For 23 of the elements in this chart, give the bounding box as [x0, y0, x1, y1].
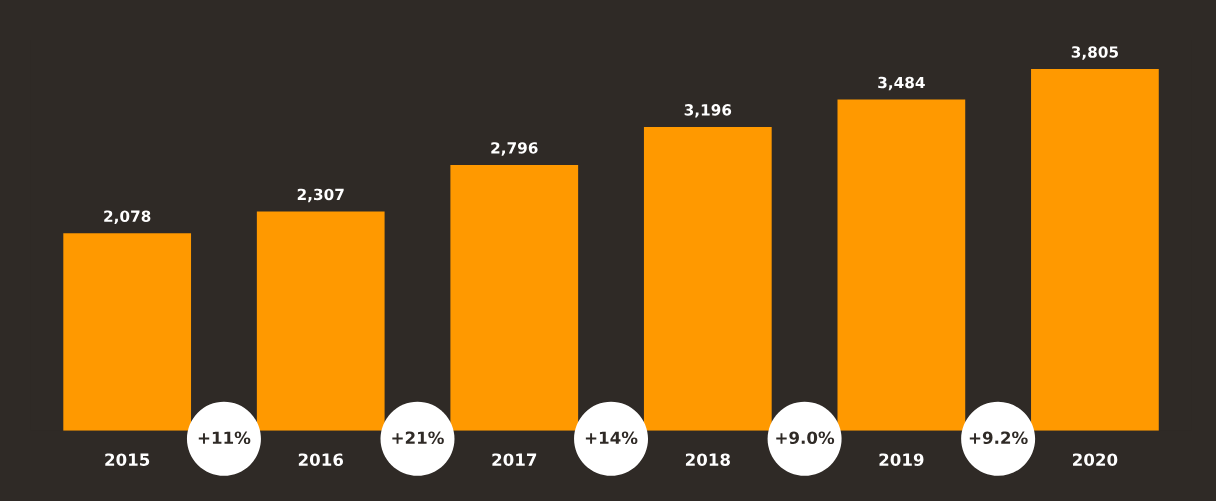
- text: +9.0%: [776, 431, 835, 445]
- data-label: 2,078: [104, 210, 151, 224]
- bar: [643, 126, 772, 431]
- data-label: 3,805: [1071, 46, 1118, 60]
- text: +21%: [392, 431, 444, 445]
- data-label: 3,484: [878, 76, 925, 91]
- bar: [63, 233, 192, 431]
- x-tick-label: 2015: [105, 453, 150, 466]
- data-label: 2,307: [297, 188, 344, 203]
- x-tick-label: 2020: [1073, 453, 1118, 466]
- bar: [450, 164, 579, 431]
- text: +11%: [198, 431, 251, 445]
- bar: [256, 211, 385, 431]
- x-tick-label: 2017: [492, 453, 537, 466]
- x-tick-label: 2019: [879, 453, 924, 466]
- bar: [1031, 69, 1159, 431]
- text: +9.2%: [969, 431, 1028, 445]
- x-tick-label: 2016: [298, 453, 344, 466]
- bar: [837, 99, 966, 431]
- x-tick-label: 2018: [685, 453, 730, 466]
- data-label: 3,196: [684, 104, 732, 118]
- data-label: 2,796: [491, 142, 538, 156]
- text: +14%: [585, 431, 638, 445]
